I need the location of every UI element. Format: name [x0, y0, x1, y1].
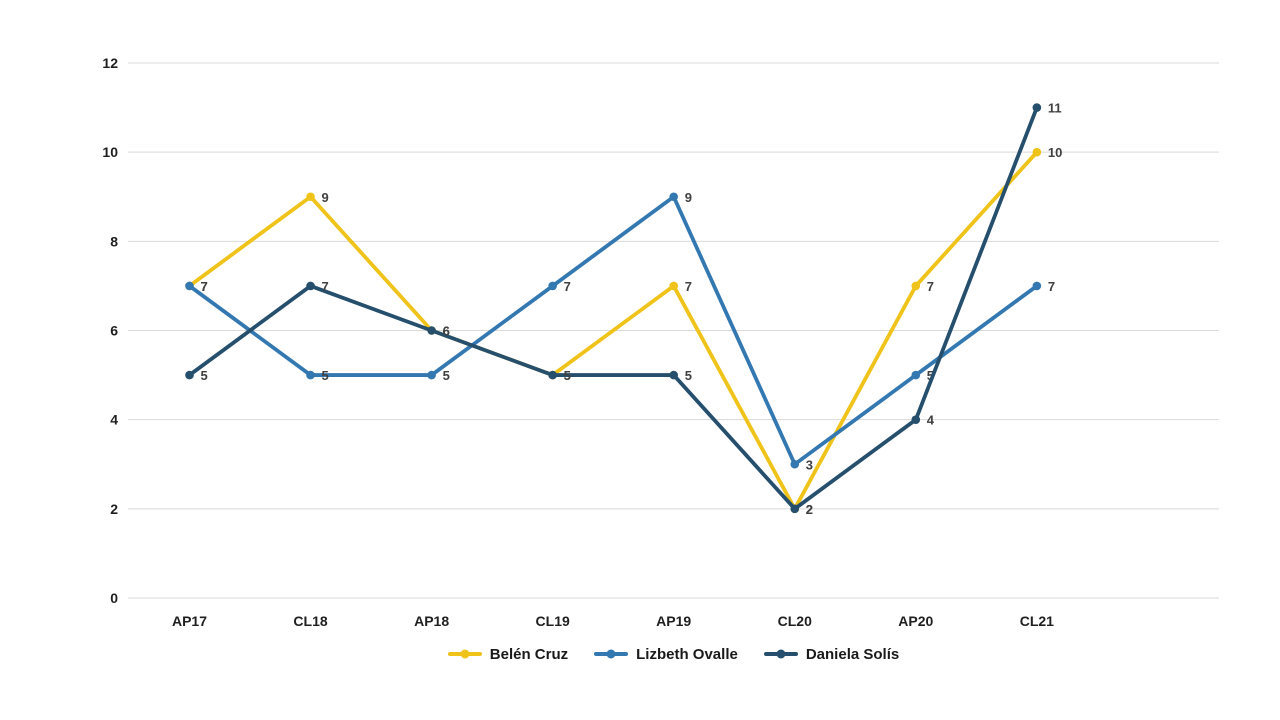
- data-point-marker: [911, 281, 921, 291]
- legend-line-marker-icon: [447, 649, 482, 659]
- series-line: [187, 150, 1039, 511]
- data-point-label: 5: [685, 368, 692, 383]
- y-tick-label: 10: [102, 144, 118, 160]
- data-point-marker: [306, 370, 315, 380]
- data-point-label: 7: [201, 279, 208, 294]
- y-tick-label: 0: [110, 590, 118, 606]
- data-point-marker: [669, 192, 678, 202]
- data-point-marker: [548, 281, 557, 291]
- data-point-marker: [669, 370, 678, 380]
- data-point-label: 10: [1048, 145, 1062, 160]
- x-tick-label: AP20: [898, 613, 933, 629]
- data-point-label: 7: [564, 279, 571, 294]
- data-point-marker: [911, 370, 921, 380]
- y-tick-label: 6: [110, 323, 118, 339]
- series-line: [187, 105, 1039, 511]
- data-point-label: 5: [927, 368, 934, 383]
- data-point-marker: [1032, 147, 1042, 157]
- data-point-marker: [1032, 103, 1042, 112]
- data-point-label: 5: [443, 368, 450, 383]
- x-tick-label: AP19: [656, 613, 691, 629]
- x-tick-label: AP18: [414, 613, 449, 629]
- legend-item: Daniela Solís: [763, 645, 900, 663]
- data-point-label: 7: [685, 279, 692, 294]
- data-point-label: 4: [927, 413, 935, 428]
- data-point-label: 5: [322, 368, 329, 383]
- legend-item: Belén Cruz: [447, 645, 569, 663]
- data-point-label: 2: [806, 502, 813, 517]
- legend-label: Lizbeth Ovalle: [636, 645, 738, 663]
- data-point-marker: [790, 459, 800, 469]
- data-point-marker: [427, 326, 436, 335]
- data-point-marker: [427, 370, 436, 380]
- data-point-marker: [790, 504, 800, 514]
- legend-line-marker-icon: [763, 649, 798, 659]
- legend-label: Daniela Solís: [805, 645, 900, 663]
- x-tick-label: AP17: [172, 613, 207, 629]
- legend-line-marker-icon: [594, 649, 629, 659]
- x-tick-label: CL19: [536, 613, 570, 629]
- data-point-label: 7: [1048, 279, 1055, 294]
- data-point-marker: [185, 281, 194, 291]
- data-point-label: 3: [806, 457, 813, 472]
- data-point-marker: [1032, 281, 1042, 291]
- legend-label: Belén Cruz: [489, 645, 569, 663]
- y-tick-label: 8: [110, 233, 118, 249]
- data-point-label: 6: [443, 324, 450, 339]
- legend-dot-icon: [460, 649, 470, 659]
- data-point-marker: [185, 370, 194, 380]
- data-point-marker: [911, 415, 921, 424]
- data-point-marker: [548, 370, 557, 380]
- data-point-label: 5: [564, 368, 571, 383]
- y-tick-label: 2: [110, 501, 118, 517]
- y-tick-label: 12: [102, 55, 118, 71]
- legend-item: Lizbeth Ovalle: [594, 646, 738, 663]
- series-line: [187, 194, 1039, 467]
- x-tick-label: CL21: [1020, 613, 1054, 629]
- data-point-label: 7: [322, 279, 329, 294]
- x-tick-label: CL20: [778, 613, 812, 629]
- data-point-label: 5: [201, 368, 208, 383]
- data-point-label: 6: [443, 324, 450, 339]
- y-tick-label: 4: [110, 412, 118, 428]
- data-point-label: 2: [806, 502, 813, 517]
- data-point-label: 7: [201, 279, 208, 294]
- legend-dot-icon: [776, 649, 786, 659]
- x-tick-label: CL18: [293, 613, 327, 629]
- data-point-label: 7: [927, 279, 934, 294]
- data-point-marker: [306, 281, 315, 291]
- data-point-marker: [669, 281, 678, 291]
- data-point-label: 9: [322, 190, 329, 205]
- data-point-label: 11: [1048, 101, 1062, 116]
- data-point-marker: [306, 192, 315, 202]
- data-point-label: 9: [685, 190, 692, 205]
- legend-dot-icon: [606, 649, 616, 659]
- chart-legend: Belén Cruz Lizbeth Ovalle Daniela Solís: [128, 640, 1219, 668]
